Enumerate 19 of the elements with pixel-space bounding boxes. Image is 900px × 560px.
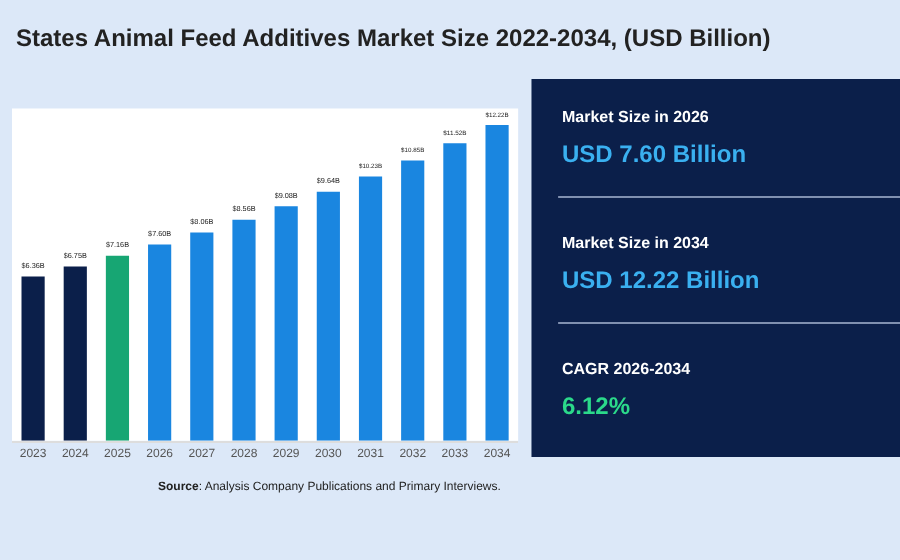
bar	[21, 276, 45, 441]
bar	[232, 219, 256, 441]
text: Market Size in 2034	[562, 234, 710, 252]
bar	[485, 125, 509, 441]
text: CAGR 2026-2034	[562, 360, 692, 378]
bar	[63, 266, 87, 441]
bar	[148, 244, 172, 441]
chart-title: States Animal Feed Additives Market Size 2022-2034, (USD Billion)	[16, 24, 771, 52]
bar	[401, 160, 425, 441]
text: Market Size in 2026	[562, 108, 710, 126]
bar	[105, 255, 130, 441]
bar	[316, 191, 340, 441]
bar	[274, 206, 298, 441]
text: USD 7.60 Billion	[562, 140, 747, 168]
text: USD 12.22 Billion	[562, 266, 760, 294]
text: 6.12%	[562, 392, 631, 420]
bar	[190, 232, 214, 441]
bar	[443, 143, 467, 441]
bar	[358, 176, 383, 441]
